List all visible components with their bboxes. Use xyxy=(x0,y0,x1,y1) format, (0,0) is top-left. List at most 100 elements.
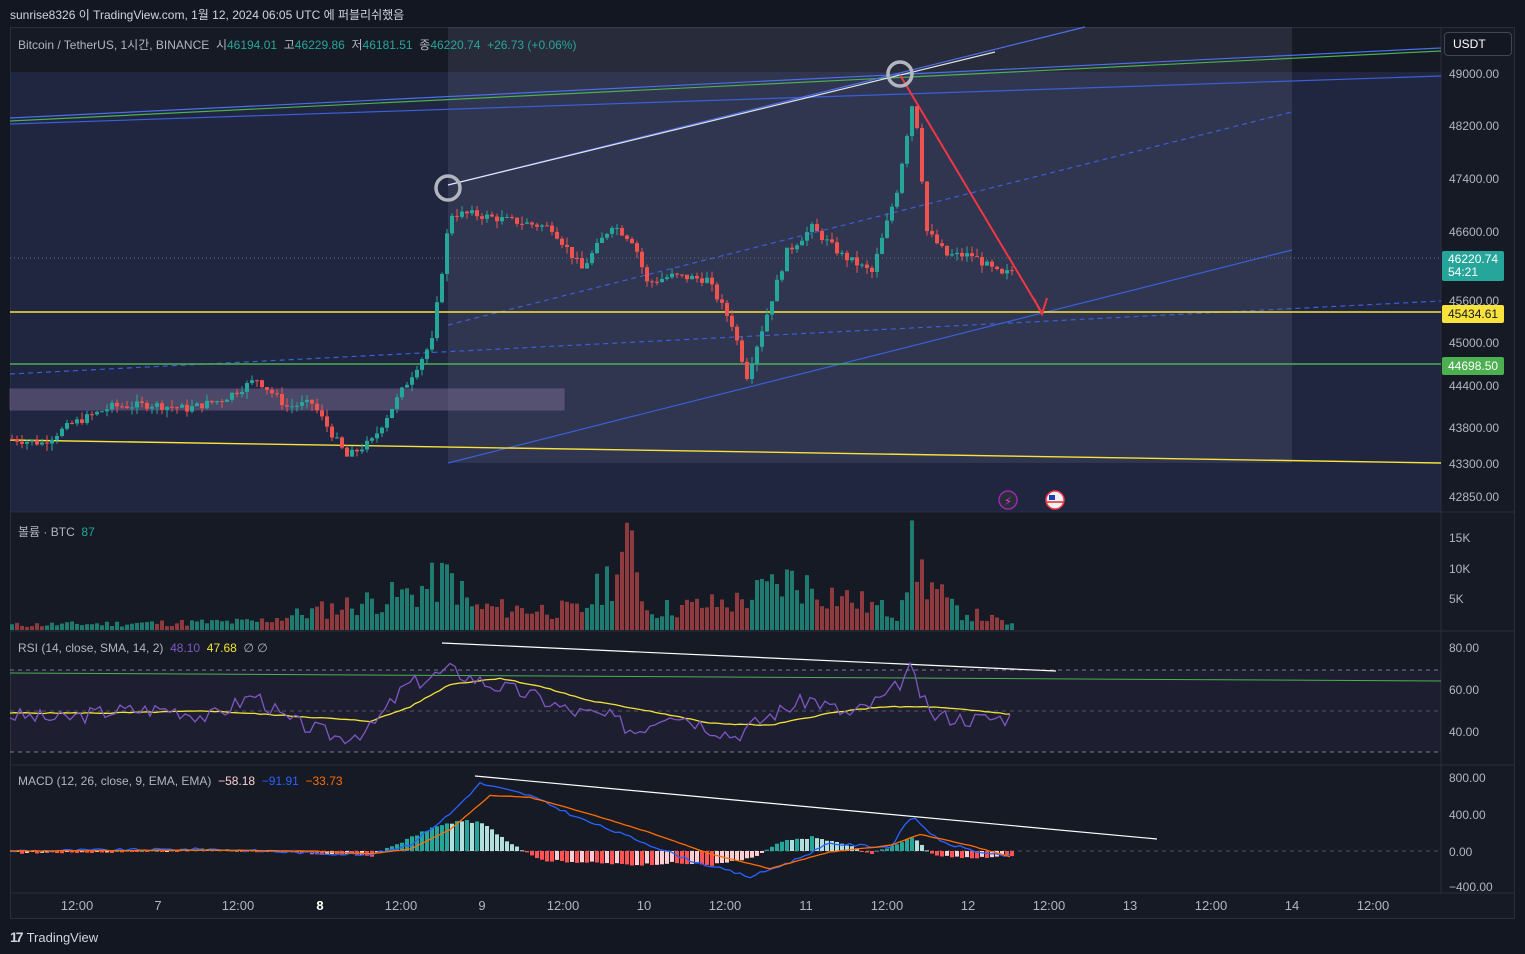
volume-bar xyxy=(45,625,49,630)
candle-body xyxy=(1000,269,1004,274)
volume-bar xyxy=(480,609,484,630)
volume-bar xyxy=(675,617,679,630)
candle-body xyxy=(855,257,859,266)
candle-body xyxy=(260,380,264,388)
macd-hist-bar xyxy=(705,851,709,865)
candle-body xyxy=(145,402,149,409)
candle-body xyxy=(275,393,279,395)
candle-body xyxy=(185,404,189,412)
candle-body xyxy=(835,242,839,254)
volume-bar xyxy=(290,615,294,630)
macd-hist-bar xyxy=(100,851,104,853)
volume-bar xyxy=(385,604,389,630)
volume-bar xyxy=(455,604,459,630)
volume-bar xyxy=(125,624,129,630)
volume-bar xyxy=(700,607,704,630)
volume-bar xyxy=(160,620,164,630)
price-axis-label: 44400.00 xyxy=(1449,379,1500,393)
candle-body xyxy=(875,253,879,272)
price-axis-label: 45000.00 xyxy=(1449,336,1500,350)
time-axis-label: 12:00 xyxy=(1356,898,1390,913)
volume-bar xyxy=(730,611,734,630)
candle-body xyxy=(15,438,19,442)
candle-body xyxy=(760,331,764,347)
volume-bar xyxy=(765,581,769,630)
candle-body xyxy=(815,224,819,231)
candle-body xyxy=(525,222,529,224)
candle-body xyxy=(900,163,904,193)
volume-bar xyxy=(900,600,904,630)
volume-bar xyxy=(850,602,854,630)
volume-bar xyxy=(870,601,874,630)
candle-body xyxy=(65,422,69,429)
candle-body xyxy=(645,267,649,282)
volume-bar xyxy=(80,625,84,630)
time-axis-label: 12:00 xyxy=(60,898,94,913)
event-icons[interactable]: ⚡ xyxy=(998,490,1065,510)
currency-button[interactable]: USDT xyxy=(1444,32,1512,56)
volume-bar xyxy=(360,603,364,630)
candle-body xyxy=(995,266,999,270)
macd-hist-bar xyxy=(620,851,624,864)
tradingview-logo[interactable]: 17 TradingView xyxy=(10,929,98,945)
macd-hist-bar xyxy=(665,851,669,864)
candle-body xyxy=(60,428,64,436)
last-price: 46220.74 xyxy=(1448,252,1499,266)
candle-body xyxy=(120,406,124,408)
candle-body xyxy=(780,271,784,280)
volume-bar xyxy=(165,626,169,630)
candle-body xyxy=(150,406,154,409)
candle-body xyxy=(255,380,259,382)
volume-bar xyxy=(440,562,444,630)
macd-hist-bar xyxy=(855,848,859,851)
volume-bar xyxy=(655,617,659,630)
candle-body xyxy=(975,256,979,258)
candle-body xyxy=(655,281,659,283)
candle-body xyxy=(885,220,889,238)
volume-bar xyxy=(95,623,99,630)
macd-hist-bar xyxy=(565,851,569,863)
signal-value: −33.73 xyxy=(305,774,343,788)
macd-hist-bar xyxy=(415,835,419,851)
macd-hist-bar xyxy=(805,838,809,851)
volume-bar xyxy=(610,601,614,630)
drawings[interactable] xyxy=(9,26,1442,512)
macd-hist-bar xyxy=(385,847,389,851)
volume-bar xyxy=(465,597,469,630)
volume-bar xyxy=(740,599,744,630)
candle-body xyxy=(515,217,519,224)
volume-bar xyxy=(620,551,624,630)
volume-bar xyxy=(685,599,689,630)
volume-bar xyxy=(525,613,529,630)
candle-body xyxy=(685,274,689,280)
volume-bar xyxy=(460,580,464,630)
macd-hist-bar xyxy=(115,850,119,852)
macd-hist-bar xyxy=(460,821,464,851)
candle-body xyxy=(30,440,34,442)
volume-bar xyxy=(915,581,919,630)
volume-legend: 볼륨 · BTC 87 xyxy=(18,523,95,540)
volume-bar xyxy=(785,569,789,630)
macd-hist-bar xyxy=(235,850,239,852)
volume-bar xyxy=(150,621,154,630)
macd-hist-bar xyxy=(965,851,969,858)
volume-bar xyxy=(665,600,669,630)
volume-bar xyxy=(960,620,964,630)
candle-body xyxy=(310,399,314,404)
volume-bar xyxy=(935,589,939,630)
volume-bar xyxy=(800,603,804,630)
volume-bar xyxy=(265,622,269,630)
candle-body xyxy=(140,401,144,403)
macd-hist-bar xyxy=(1005,851,1009,856)
macd-hist-bar xyxy=(690,851,694,864)
volume-bar xyxy=(755,580,759,630)
volume-bar xyxy=(180,619,184,630)
macd-hist-bar xyxy=(905,839,909,851)
price-axis-label: 48200.00 xyxy=(1449,119,1500,133)
candle-body xyxy=(75,419,79,424)
volume-bar xyxy=(570,603,574,630)
volume-bar xyxy=(830,587,834,630)
volume-bar xyxy=(705,607,709,630)
projection-arrow xyxy=(899,74,1043,314)
